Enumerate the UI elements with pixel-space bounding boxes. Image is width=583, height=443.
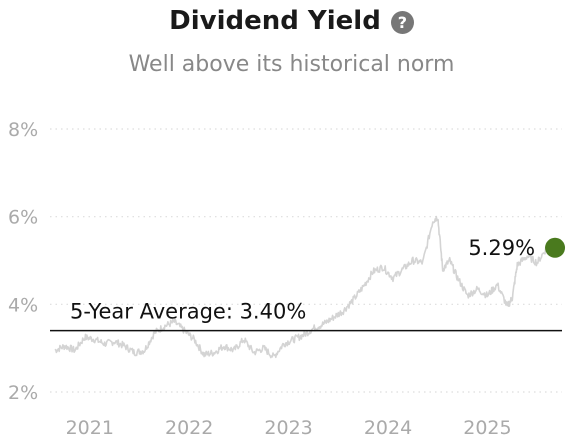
chart-subtitle: Well above its historical norm (128, 52, 455, 77)
x-tick-label: 2022 (165, 417, 213, 439)
y-tick-label: 2% (8, 382, 38, 404)
x-tick-label: 2023 (264, 417, 312, 439)
x-tick-label: 2021 (66, 417, 114, 439)
y-tick-label: 6% (8, 207, 38, 229)
x-tick-label: 2025 (463, 417, 511, 439)
chart-header: Dividend Yield ? (0, 2, 583, 40)
current-value-marker (545, 237, 566, 258)
current-value-label: 5.29% (468, 236, 535, 260)
y-tick-label: 8% (8, 119, 38, 141)
average-label: 5-Year Average: 3.40% (70, 300, 306, 324)
x-tick-label: 2024 (364, 417, 412, 439)
y-tick-label: 4% (8, 294, 38, 316)
yield-series-line (54, 215, 556, 359)
title-row: Dividend Yield ? (169, 2, 414, 40)
chart-title: Dividend Yield (169, 6, 381, 36)
question-circle-icon[interactable]: ? (390, 10, 414, 34)
